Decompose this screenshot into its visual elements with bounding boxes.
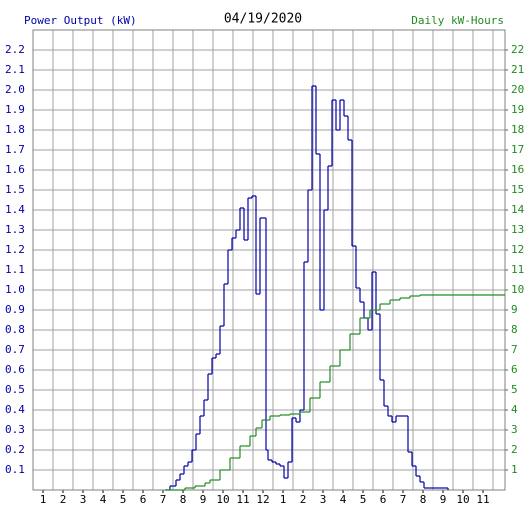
x-tick-label: 11: [236, 493, 249, 506]
x-tick-label: 4: [340, 493, 347, 506]
y2-tick-label: 8: [511, 323, 518, 336]
y-tick-label: 1.9: [5, 103, 25, 116]
y-tick-label: 0.5: [5, 383, 25, 396]
x-tick-label: 9: [200, 493, 207, 506]
y2-tick-label: 3: [511, 423, 518, 436]
y-tick-label: 0.7: [5, 343, 25, 356]
x-tick-label: 5: [360, 493, 367, 506]
x-tick-label: 3: [320, 493, 327, 506]
y-tick-label: 2.1: [5, 63, 25, 76]
y-tick-label: 2.2: [5, 43, 25, 56]
y2-tick-label: 9: [511, 303, 518, 316]
y2-tick-label: 18: [511, 123, 524, 136]
x-tick-label: 2: [300, 493, 307, 506]
y2-tick-label: 16: [511, 163, 524, 176]
y-tick-label: 1.3: [5, 223, 25, 236]
x-tick-label: 2: [60, 493, 67, 506]
y-tick-label: 1.0: [5, 283, 25, 296]
x-tick-label: 6: [140, 493, 147, 506]
x-tick-label: 3: [80, 493, 87, 506]
x-tick-label: 8: [180, 493, 187, 506]
y2-tick-label: 2: [511, 443, 518, 456]
y2-tick-label: 17: [511, 143, 524, 156]
x-tick-label: 9: [440, 493, 447, 506]
y2-axis-label: Daily kW-Hours: [411, 14, 504, 27]
y-tick-label: 1.5: [5, 183, 25, 196]
y-tick-label: 1.6: [5, 163, 25, 176]
y2-tick-label: 1: [511, 463, 518, 476]
plot-border: [32, 29, 506, 491]
y2-tick-label: 11: [511, 263, 524, 276]
y2-tick-label: 10: [511, 283, 524, 296]
y2-tick-label: 20: [511, 83, 524, 96]
x-tick-label: 7: [400, 493, 407, 506]
y2-tick-label: 15: [511, 183, 524, 196]
y-tick-label: 1.8: [5, 123, 25, 136]
y-tick-label: 0.2: [5, 443, 25, 456]
x-tick-label: 5: [120, 493, 127, 506]
y-tick-label: 1.1: [5, 263, 25, 276]
y2-tick-label: 21: [511, 63, 524, 76]
y-axis-label: Power Output (kW): [24, 14, 137, 27]
x-tick-label: 1: [280, 493, 287, 506]
y-tick-label: 0.6: [5, 363, 25, 376]
x-tick-label: 12: [256, 493, 269, 506]
y-tick-label: 1.7: [5, 143, 25, 156]
y-tick-label: 1.4: [5, 203, 25, 216]
y-tick-label: 0.3: [5, 423, 25, 436]
y-tick-label: 0.8: [5, 323, 25, 336]
y-tick-label: 0.4: [5, 403, 25, 416]
x-tick-label: 4: [100, 493, 107, 506]
x-tick-label: 10: [216, 493, 229, 506]
y2-tick-label: 22: [511, 43, 524, 56]
y-tick-label: 0.9: [5, 303, 25, 316]
x-tick-label: 7: [160, 493, 167, 506]
y2-tick-label: 6: [511, 363, 518, 376]
y-tick-label: 0.1: [5, 463, 25, 476]
x-tick-label: 1: [40, 493, 47, 506]
y2-tick-label: 4: [511, 403, 518, 416]
chart-title: 04/19/2020: [224, 12, 302, 27]
y2-tick-label: 5: [511, 383, 518, 396]
y-tick-label: 1.2: [5, 243, 25, 256]
y2-tick-label: 12: [511, 243, 524, 256]
y-tick-label: 2.0: [5, 83, 25, 96]
x-tick-label: 10: [456, 493, 469, 506]
y2-tick-label: 14: [511, 203, 525, 216]
y2-tick-label: 13: [511, 223, 524, 236]
x-tick-label: 6: [380, 493, 387, 506]
y2-tick-label: 19: [511, 103, 524, 116]
x-tick-label: 8: [420, 493, 427, 506]
y2-tick-label: 7: [511, 343, 518, 356]
x-tick-label: 11: [476, 493, 489, 506]
